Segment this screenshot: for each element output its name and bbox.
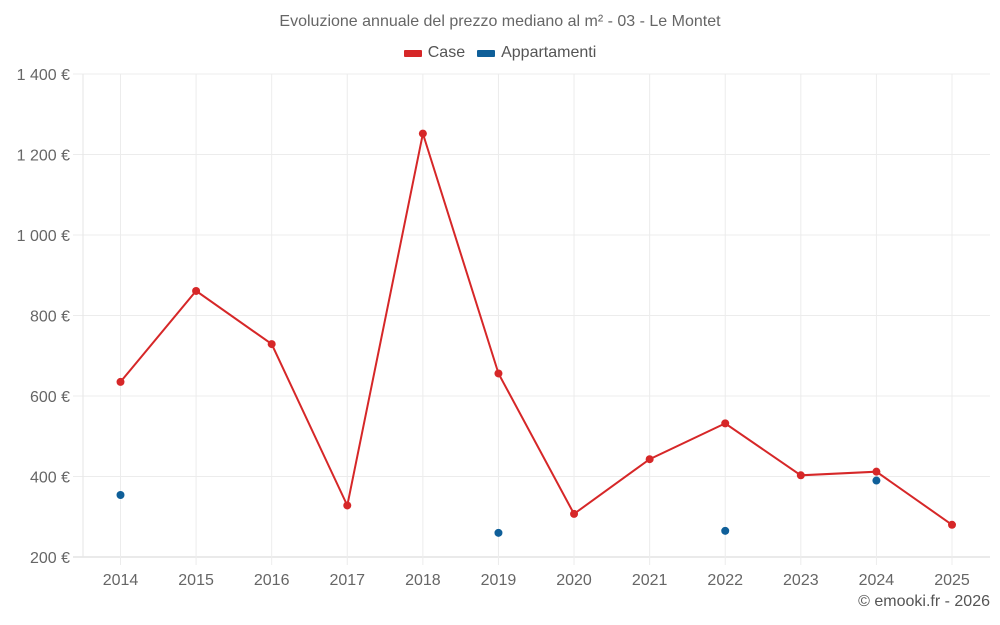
data-point-case — [494, 369, 503, 378]
y-tick-label: 1 200 € — [17, 148, 70, 165]
data-point-case — [645, 455, 654, 464]
data-point-appartamenti — [872, 476, 881, 485]
y-tick-label: 200 € — [30, 550, 70, 567]
x-tick-label: 2017 — [329, 572, 365, 589]
x-tick-label: 2015 — [178, 572, 214, 589]
data-point-case — [343, 501, 352, 510]
legend-label-case: Case — [427, 44, 466, 61]
x-tick-label: 2024 — [859, 572, 895, 589]
x-tick-label: 2022 — [707, 572, 743, 589]
data-point-case — [267, 340, 276, 349]
chart-title: Evoluzione annuale del prezzo mediano al… — [279, 13, 721, 30]
y-tick-label: 400 € — [30, 470, 70, 487]
legend: Case Appartamenti — [0, 44, 1000, 62]
data-point-case — [872, 467, 881, 476]
x-tick-label: 2018 — [405, 572, 441, 589]
y-tick-label: 800 € — [30, 309, 70, 326]
x-tick-label: 2014 — [103, 572, 139, 589]
data-point-case — [418, 129, 427, 138]
legend-item-case[interactable]: Case — [403, 44, 466, 62]
data-point-appartamenti — [721, 526, 730, 535]
x-tick-label: 2020 — [556, 572, 592, 589]
y-tick-label: 1 000 € — [17, 228, 70, 245]
legend-swatch-case — [403, 49, 422, 57]
data-point-case — [192, 286, 201, 295]
y-tick-label: 600 € — [30, 389, 70, 406]
y-tick-label: 1 400 € — [17, 67, 70, 84]
data-point-case — [116, 377, 125, 386]
data-point-case — [948, 520, 956, 529]
x-tick-label: 2025 — [934, 572, 970, 589]
data-point-appartamenti — [494, 528, 503, 537]
credit-text: © emooki.fr - 2026 — [858, 593, 990, 610]
legend-swatch-appartamenti — [477, 49, 496, 57]
legend-item-appartamenti[interactable]: Appartamenti — [477, 44, 596, 62]
legend-label-appartamenti: Appartamenti — [501, 44, 597, 61]
series-line-case — [119, 129, 953, 526]
x-tick-label: 2016 — [254, 572, 290, 589]
x-tick-label: 2021 — [632, 572, 668, 589]
x-tick-label: 2023 — [783, 572, 819, 589]
data-point-case — [796, 471, 805, 480]
data-point-appartamenti — [116, 491, 125, 500]
x-tick-label: 2019 — [481, 572, 517, 589]
data-point-case — [721, 419, 730, 428]
data-point-case — [570, 509, 579, 518]
